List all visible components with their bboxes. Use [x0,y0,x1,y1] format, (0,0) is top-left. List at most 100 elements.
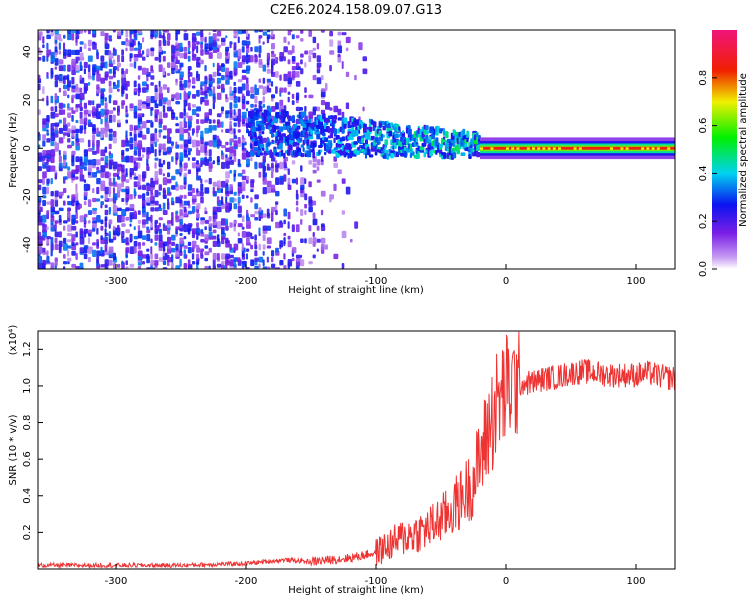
spectrogram-cell [294,151,298,158]
spectrogram-cell [225,157,231,161]
spectrogram-cell [58,50,62,55]
spectrogram-cell [216,253,220,260]
spectrogram-cell [137,244,141,250]
spectrogram-cell [92,100,95,106]
spectrogram-cell [146,211,149,220]
spectrogram-cell [112,172,118,177]
spectrogram-cell [167,172,170,178]
spectrogram-cell [142,134,147,140]
spectrogram-cell [183,80,188,88]
spectrogram-cell [308,50,314,55]
spectrogram-cell [104,97,107,102]
spectrogram-cell [183,236,187,240]
spectrogram-cell [96,250,101,257]
spectrogram-cell [42,177,45,185]
spectrogram-cell [329,142,333,149]
spectrogram-cell [96,49,99,56]
spectrogram-cell [162,67,166,76]
spectrogram-cell [425,149,428,155]
x-tick-label: 100 [626,276,645,287]
spectrogram-cell [237,86,243,94]
spectrogram-cell [250,232,253,237]
spectrogram-cell [212,39,217,47]
spectrogram-cell [298,137,303,142]
spectrogram-cell [183,105,186,113]
spectrogram-cell [537,147,541,150]
spectrogram-cell [154,56,159,61]
spectrogram-cell [466,137,469,143]
spectrogram-cell [258,243,262,251]
spectrogram-cell [87,113,91,117]
spectrogram-cell [129,223,132,227]
spectrogram-cell [204,210,208,215]
spectrogram-cell [158,191,161,196]
spectrogram-cell [258,227,261,236]
spectrogram-cell [316,166,320,171]
spectrogram-cell [133,54,139,58]
spectrogram-cell [212,252,217,261]
spectrogram-cell [108,35,112,39]
spectrogram-cell [142,213,147,218]
spectrogram-cell [246,151,251,158]
spectrogram-cell [63,75,68,80]
spectrogram-cell [42,171,47,179]
spectrogram-cell [83,179,87,183]
spectrogram-cell [283,265,287,269]
spectrogram-cell [183,46,188,52]
spectrogram-cell [146,166,150,171]
spectrogram-cell [620,147,624,150]
spectrogram-cell [275,125,280,130]
spectrogram-cell [87,184,91,191]
spectrogram-cell [63,103,66,108]
spectrogram-cell [578,147,582,150]
spectrogram-cell [154,92,158,101]
spectrogram-cell [345,47,349,52]
spectrogram-cell [46,186,49,195]
spectrogram-cell [150,246,153,255]
spectrogram-cell [273,125,277,133]
spectrogram-cell [108,177,112,185]
spectrogram-cell [341,178,346,184]
spectrogram-cell [108,198,114,202]
spectrogram-cell [250,244,253,250]
spectrogram-cell [158,129,163,133]
spectrogram-cell [374,146,377,153]
spectrogram-cell [87,55,93,62]
spectrogram-cell [104,171,110,179]
spectrogram-cell [304,50,308,55]
spectrogram-cell [79,168,83,176]
spectrogram-cell [129,131,133,137]
spectrogram-cell [271,250,275,257]
spectrogram-cell [117,79,120,88]
spectrogram-cell [204,43,209,50]
spectrogram-cell [253,147,258,152]
colorbar-tick-label: 0.2 [698,213,709,229]
spectrogram-cell [308,144,311,151]
spectrogram-cell [287,235,291,240]
spectrogram-cell [137,250,143,257]
spectrogram-cell [320,75,324,81]
spectrogram-cell [42,231,47,238]
spectrogram-cell [279,143,283,150]
spectrogram-cell [212,102,215,110]
spectrogram-cell [133,188,136,193]
spectrogram-cell [296,147,302,154]
spectrogram-cell [150,121,154,128]
spectrogram-cell [229,254,234,259]
spectrogram-cell [75,212,78,220]
spectrogram-cell [292,149,295,156]
spectrogram-cell [58,191,64,196]
spectrogram-cell [251,119,254,125]
spectrogram-cell [121,209,127,217]
spectrogram-cell [308,94,314,99]
spectrogram-cell [262,41,265,45]
spectrogram-cell [259,143,265,149]
spectrogram-cell [108,68,113,74]
spectrogram-cell [142,242,146,246]
spectrogram-cell [196,70,199,78]
spectrogram-cell [250,259,255,267]
spectrogram-cell [46,150,51,156]
spectrogram-cell [104,235,107,241]
spectrogram-cell [312,218,318,226]
spectrogram-cell [42,195,47,199]
